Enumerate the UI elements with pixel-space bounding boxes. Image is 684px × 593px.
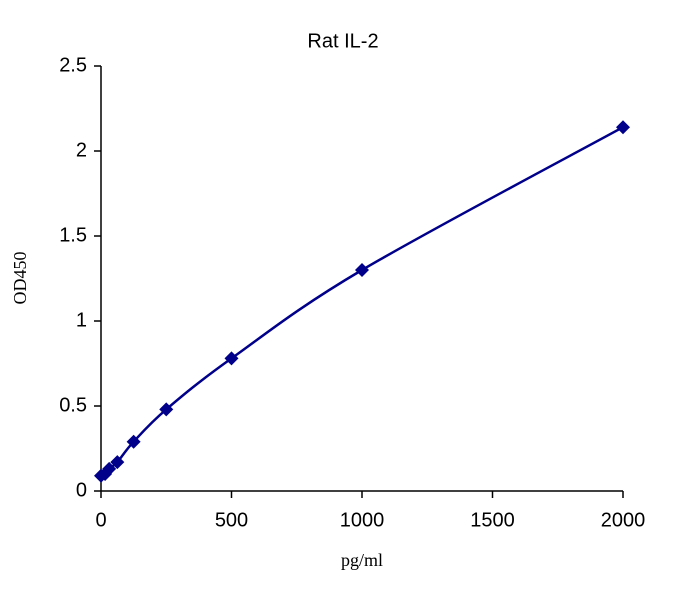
y-axis-label: OD450 [10, 252, 30, 305]
x-tick-label: 1000 [340, 509, 385, 531]
y-tick-label: 1.5 [59, 224, 87, 246]
data-point [159, 402, 174, 417]
x-tick-label: 0 [95, 509, 106, 531]
x-axis-label: pg/ml [341, 550, 383, 570]
x-tick-label: 1500 [470, 509, 515, 531]
data-point [126, 434, 141, 449]
x-tick-label: 2000 [601, 509, 646, 531]
chart-title: Rat IL-2 [307, 30, 378, 52]
fit-curve [100, 126, 624, 477]
data-point [616, 120, 630, 135]
y-tick-label: 2 [76, 139, 87, 161]
y-tick-label: 0 [76, 479, 87, 501]
data-point [355, 263, 369, 277]
data-point [224, 351, 239, 366]
y-tick-label: 2.5 [59, 54, 87, 76]
y-tick-label: 0.5 [59, 394, 87, 416]
data-point [102, 461, 117, 476]
x-tick-label: 500 [215, 509, 248, 531]
y-tick-label: 1 [76, 309, 87, 331]
data-point [110, 455, 125, 470]
